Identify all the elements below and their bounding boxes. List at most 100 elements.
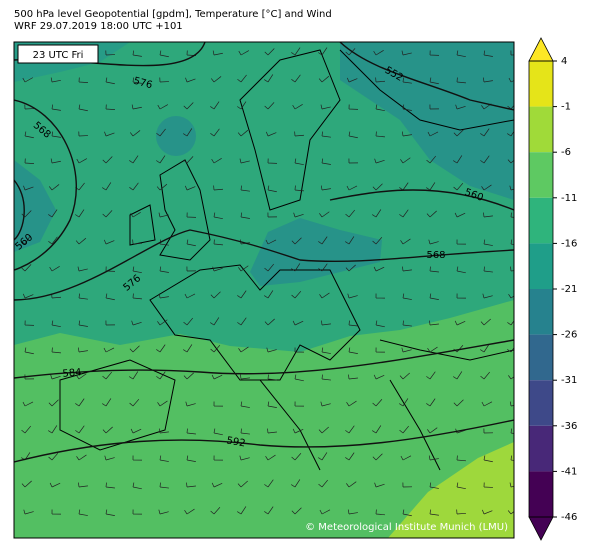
wind-barb [24, 320, 35, 326]
wind-barb [129, 398, 140, 407]
wind-barb [159, 266, 169, 273]
wind-barb [210, 317, 220, 326]
wind-barb [483, 212, 493, 218]
wind-barb [426, 371, 436, 380]
wind-barb [294, 374, 304, 382]
wind-barb [210, 101, 220, 110]
wind-barb [157, 104, 169, 110]
coastlines [59, 49, 514, 471]
wind-barb [23, 185, 34, 191]
wind-barb [158, 212, 169, 218]
wind-barb [372, 453, 383, 461]
wind-barb [48, 236, 58, 245]
colorbar-tick-label: -16 [561, 238, 577, 249]
wind-barb [508, 77, 514, 83]
wind-barb [183, 102, 194, 110]
wind-barb [374, 158, 385, 164]
wind-barb [291, 237, 302, 245]
wind-barb [374, 482, 385, 488]
wind-barb [318, 452, 328, 461]
wind-barb [294, 401, 305, 407]
colorbar-tick-label: -36 [561, 421, 577, 432]
wind-barb [265, 454, 276, 461]
credit: © Meteorological Institute Munich (LMU) [305, 522, 508, 533]
wind-barb [77, 266, 88, 272]
wind-barb [24, 131, 34, 139]
wind-barb [264, 290, 274, 299]
wind-barb [264, 102, 275, 110]
wind-barb [78, 482, 88, 488]
wind-barb [157, 400, 168, 407]
wind-barb [132, 239, 142, 245]
contour-line [14, 229, 514, 301]
wind-barb [105, 482, 115, 489]
wind-barb [429, 320, 439, 326]
wind-barb [21, 264, 32, 272]
wind-barb [158, 509, 169, 515]
wind-barb [77, 347, 88, 353]
wind-barb [372, 425, 382, 434]
wind-barb [292, 320, 304, 326]
wind-barb [346, 481, 357, 488]
wind-barb [159, 482, 169, 489]
wind-barb [348, 131, 358, 139]
wind-barb [402, 77, 412, 84]
wind-barb [375, 347, 386, 353]
wind-barb [402, 266, 412, 272]
wind-barb [267, 401, 277, 408]
wind-barb [483, 482, 494, 488]
wind-barb [345, 452, 355, 461]
wind-barb [239, 455, 250, 461]
wind-barb [348, 374, 358, 380]
contour-label: 584 [62, 367, 82, 380]
wind-barb [238, 346, 249, 353]
wind-barb [267, 374, 277, 381]
wind-barb [294, 347, 305, 353]
wind-barb [129, 155, 139, 164]
wind-barb [456, 509, 467, 515]
wind-barb [429, 77, 439, 85]
wind-barb [156, 371, 166, 380]
wind-barb [294, 131, 304, 137]
wind-barb [456, 455, 466, 462]
wind-barb [156, 344, 166, 353]
wind-barb [320, 401, 331, 407]
contour-line [14, 419, 514, 463]
wind-barb [48, 425, 58, 434]
wind-barb [158, 293, 169, 299]
wind-barb [264, 74, 274, 83]
wind-barb [480, 371, 490, 380]
wind-barb [211, 482, 223, 488]
wind-barb [264, 48, 275, 56]
wind-barb [131, 104, 142, 110]
colorbar-band [529, 197, 553, 244]
colorbar-tick-label: -46 [561, 512, 577, 523]
wind-barb [456, 293, 467, 299]
wind-barb [185, 77, 196, 83]
colorbar-band [529, 243, 553, 289]
title: 500 hPa level Geopotential [gpdm], Tempe… [14, 9, 332, 20]
wind-barb [321, 374, 331, 381]
wind-barb [429, 293, 439, 300]
wind-barb [75, 209, 85, 218]
wind-barb [453, 182, 464, 191]
wind-barb [156, 155, 166, 164]
wind-barb [186, 455, 196, 462]
wind-barb [348, 320, 358, 327]
wind-barb [240, 401, 250, 408]
wind-barb [105, 50, 116, 56]
wind-barb [375, 320, 385, 328]
wind-barb [132, 50, 142, 57]
wind-barb [238, 265, 249, 272]
wind-barb [132, 266, 142, 274]
wind-barb [399, 372, 410, 380]
wind-barb [267, 158, 278, 164]
wind-barb [321, 347, 331, 354]
wind-barb [510, 266, 514, 272]
wind-barb [291, 263, 301, 272]
wind-barb [102, 371, 113, 380]
wind-barb [291, 74, 301, 83]
wind-barb [483, 50, 493, 57]
wind-barb [321, 158, 331, 165]
